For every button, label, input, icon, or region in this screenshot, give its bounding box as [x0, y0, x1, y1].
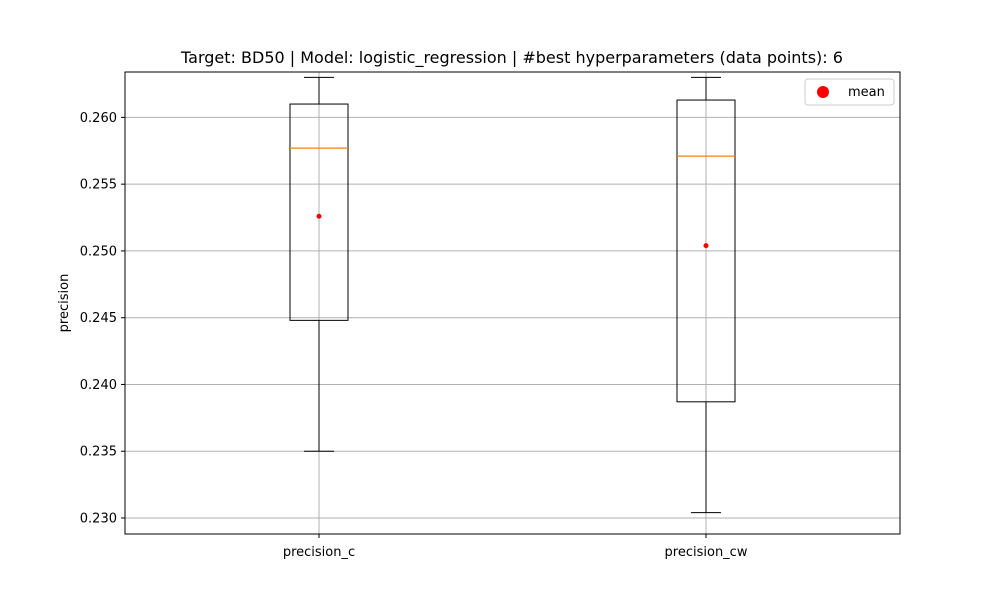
x-tick-label: precision_c	[283, 545, 355, 560]
y-tick-label: 0.240	[80, 378, 117, 393]
iqr-box	[289, 103, 349, 321]
y-tick-label: 0.250	[80, 244, 117, 259]
y-tick-label: 0.260	[80, 111, 117, 126]
box-layer	[289, 76, 736, 514]
y-tick-label: 0.255	[80, 178, 117, 193]
box-precision-cw	[676, 76, 736, 514]
box-precision-c	[289, 76, 349, 452]
grid-layer	[125, 72, 900, 534]
y-tick-label: 0.235	[80, 445, 117, 460]
iqr-box	[676, 99, 736, 403]
legend-mean-label: mean	[848, 85, 885, 100]
mean-point	[703, 243, 709, 249]
chart-title: Target: BD50 | Model: logistic_regressio…	[180, 48, 843, 68]
legend-mean-marker	[817, 86, 829, 98]
legend: mean	[804, 78, 895, 106]
tick-layer: 0.230 0.235 0.240 0.245 0.250 0.255 0.260 preci…	[80, 111, 748, 560]
mean-point	[316, 213, 322, 219]
y-axis-label: precision	[57, 274, 72, 333]
y-tick-label: 0.245	[80, 311, 117, 326]
y-tick-label: 0.230	[80, 511, 117, 526]
x-tick-label: precision_cw	[665, 545, 748, 560]
plot-frame	[124, 71, 901, 535]
legend-frame	[804, 78, 895, 106]
